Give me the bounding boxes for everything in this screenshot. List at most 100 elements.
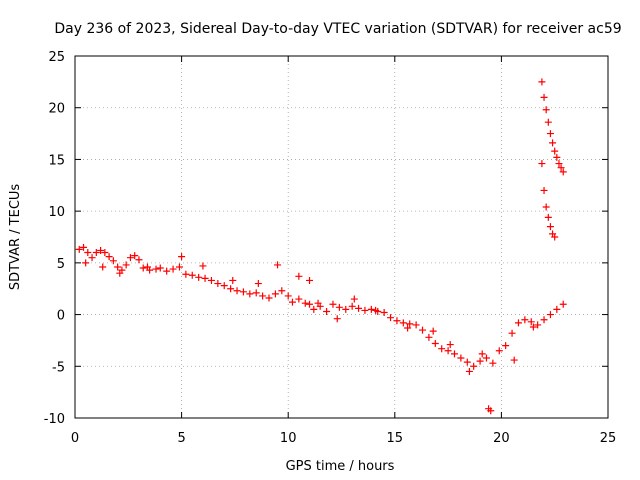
data-point <box>271 290 279 298</box>
data-point <box>278 287 286 295</box>
data-point <box>143 263 151 271</box>
data-point <box>310 305 318 313</box>
data-point <box>551 147 559 155</box>
data-point <box>470 362 478 370</box>
data-point <box>254 280 262 288</box>
data-point <box>463 358 471 366</box>
data-point <box>239 288 247 296</box>
data-point <box>380 309 388 317</box>
data-point <box>361 306 369 314</box>
data-point <box>265 294 273 302</box>
data-point <box>419 326 427 334</box>
data-point <box>101 249 109 257</box>
data-point <box>487 407 495 415</box>
data-point <box>540 93 548 101</box>
chart-title-text: Day 236 of 2023, Sidereal Day-to-day VTE… <box>54 21 621 37</box>
data-point <box>348 302 356 310</box>
data-point <box>295 295 303 303</box>
x-tick-label: 10 <box>280 431 297 446</box>
data-point <box>82 259 90 267</box>
data-point <box>387 314 395 322</box>
data-point <box>139 264 147 272</box>
data-point <box>538 78 546 86</box>
data-point <box>156 264 164 272</box>
y-tick-label: -10 <box>44 412 65 427</box>
data-point <box>429 327 437 335</box>
data-point <box>529 323 537 331</box>
data-point <box>476 357 484 365</box>
data-point <box>201 274 209 282</box>
data-point <box>335 303 343 311</box>
data-point <box>553 153 561 161</box>
data-point <box>306 300 314 308</box>
data-point <box>329 300 337 308</box>
data-point <box>295 272 303 280</box>
data-point <box>152 265 160 273</box>
data-point <box>214 280 222 288</box>
data-point <box>126 254 134 262</box>
data-point <box>80 243 88 251</box>
data-point <box>333 315 341 323</box>
data-point <box>274 261 282 269</box>
data-point <box>92 249 100 257</box>
data-point <box>195 273 203 281</box>
plot-frame <box>74 55 609 419</box>
data-point <box>465 367 473 375</box>
data-point <box>207 276 215 284</box>
data-point <box>252 289 260 297</box>
data-point <box>175 263 183 271</box>
y-tick-label: -5 <box>52 360 65 375</box>
data-point <box>301 299 309 307</box>
data-point <box>431 340 439 348</box>
data-point <box>406 320 414 328</box>
data-point <box>342 305 350 313</box>
data-point <box>97 246 105 254</box>
data-point <box>99 263 107 271</box>
data-point <box>122 261 130 269</box>
data-point <box>288 298 296 306</box>
data-point <box>546 130 554 138</box>
y-tick-label: 25 <box>48 50 65 65</box>
data-point <box>88 254 96 262</box>
data-point <box>178 253 186 261</box>
data-point <box>220 282 228 290</box>
data-point <box>84 249 92 257</box>
data-point <box>259 292 267 300</box>
data-point <box>425 333 433 341</box>
data-point <box>105 253 113 261</box>
y-tick-label: 10 <box>48 205 65 220</box>
data-point <box>131 252 139 260</box>
data-point <box>557 164 565 172</box>
data-point <box>135 256 143 264</box>
grid <box>75 56 608 418</box>
data-point <box>538 160 546 168</box>
data-point <box>284 292 292 300</box>
data-point <box>544 118 552 126</box>
data-point <box>559 168 567 176</box>
data-point <box>163 267 171 275</box>
data-point <box>116 269 124 277</box>
data-point <box>551 233 559 241</box>
data-point <box>114 263 122 271</box>
data-point <box>188 271 196 279</box>
data-point <box>521 316 529 324</box>
data-point <box>446 341 454 349</box>
data-point <box>508 329 516 337</box>
data-point <box>555 160 563 168</box>
data-point <box>495 347 503 355</box>
y-tick-label: 5 <box>57 257 65 272</box>
data-point <box>393 317 401 325</box>
data-point <box>412 321 420 329</box>
y-tick-label: 15 <box>48 153 65 168</box>
data-point <box>229 276 237 284</box>
data-point <box>514 319 522 327</box>
data-point <box>553 305 561 313</box>
data-point <box>482 354 490 362</box>
data-point <box>438 345 446 353</box>
y-tick-label: 20 <box>48 102 65 117</box>
x-tick-label: 5 <box>177 431 185 446</box>
x-tick-label: 25 <box>600 431 617 446</box>
data-point <box>534 321 542 329</box>
data-points <box>75 78 567 415</box>
data-point <box>399 319 407 327</box>
